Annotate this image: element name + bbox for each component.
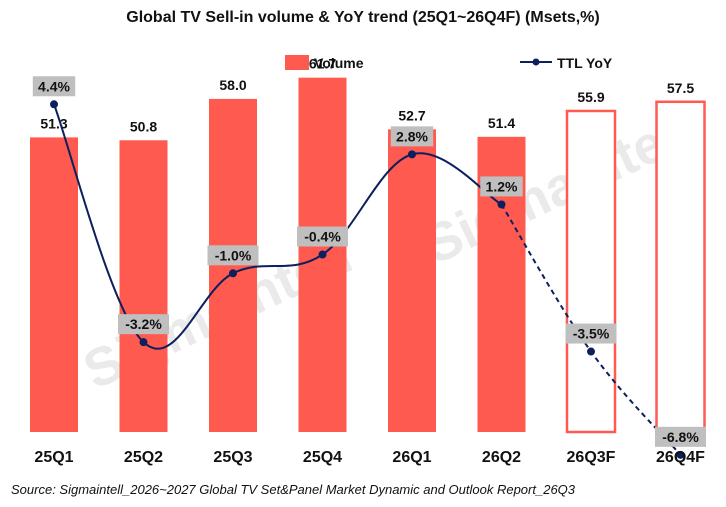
legend-label-yoy: TTL YoY: [557, 55, 613, 71]
legend-swatch-volume: [285, 55, 309, 70]
bar-value-label-26Q2: 51.4: [488, 115, 515, 131]
bar-26Q3F: [565, 109, 617, 434]
legend: Volume TTL YoY: [285, 55, 613, 71]
yoy-label-box-26Q4F: [655, 426, 706, 447]
bar-26Q4F: [655, 100, 706, 434]
yoy-point-26Q3F: [587, 347, 595, 356]
bar-value-label-26Q3F: 55.9: [577, 89, 604, 105]
category-label-25Q1: 25Q1: [34, 449, 73, 466]
yoy-point-25Q3: [229, 269, 237, 278]
yoy-point-25Q1: [50, 100, 58, 109]
category-label-26Q4F: 26Q4F: [656, 449, 705, 466]
yoy-line-layer: 4.4% -3.2% -1.0% -0.4% 2.8% 1.2% -3.5% -6.8%: [32, 76, 706, 459]
yoy-point-25Q2: [139, 338, 148, 347]
bar-value-label-25Q4: 61.7: [309, 56, 336, 72]
yoy-point-26Q4F: [676, 450, 685, 459]
bar-value-label-25Q1: 51.3: [40, 115, 67, 131]
bar-25Q2: [119, 140, 168, 432]
bar-value-label-25Q2: 50.8: [130, 118, 157, 134]
legend-label-volume: Volume: [314, 55, 364, 71]
yoy-label-25Q2: -3.2%: [125, 316, 162, 332]
chart-title: Global TV Sell-in volume & YoY trend (25…: [126, 9, 599, 26]
yoy-label-26Q3F: -3.5%: [573, 326, 610, 342]
yoy-label-26Q4F: -6.8%: [662, 429, 699, 445]
yoy-label-26Q1: 2.8%: [396, 128, 428, 144]
bar-value-label-25Q3: 58.0: [219, 77, 246, 93]
source-note: Source: Sigmaintell_2026~2027 Global TV …: [11, 482, 576, 497]
legend-marker-yoy: [532, 58, 540, 66]
yoy-label-box-25Q2: [118, 314, 169, 335]
yoy-label-box-25Q3: [207, 245, 259, 266]
category-label-26Q1: 26Q1: [392, 449, 431, 466]
category-label-25Q3: 25Q3: [213, 449, 252, 466]
yoy-label-25Q4: -0.4%: [304, 229, 341, 245]
yoy-label-25Q1: 4.4%: [38, 78, 70, 94]
bar-value-label-26Q4F: 57.5: [667, 80, 694, 96]
yoy-label-26Q2: 1.2%: [486, 178, 518, 194]
category-label-26Q2: 26Q2: [482, 449, 521, 466]
yoy-label-box-25Q1: [32, 76, 76, 97]
yoy-point-26Q2: [497, 200, 506, 209]
category-label-25Q2: 25Q2: [124, 449, 163, 466]
yoy-point-25Q4: [318, 250, 327, 259]
category-label-26Q3F: 26Q3F: [567, 449, 616, 466]
bar-value-label-26Q1: 52.7: [398, 107, 425, 123]
bar-25Q3: [209, 98, 257, 433]
yoy-label-box-26Q1: [390, 126, 434, 147]
category-labels: 25Q1 25Q2 25Q3 25Q4 26Q1 26Q2 26Q3F 26Q4F: [34, 449, 705, 466]
yoy-label-25Q3: -1.0%: [215, 247, 252, 263]
category-label-25Q4: 25Q4: [303, 449, 342, 466]
yoy-label-box-26Q3F: [565, 323, 617, 344]
yoy-point-26Q1: [408, 150, 416, 159]
bar-26Q1: [388, 129, 436, 432]
bars: 51.3 50.8 58.0 61.7 52.7 51.4 55.9 57.5: [30, 56, 706, 434]
yoy-label-box-25Q4: [297, 226, 348, 247]
yoy-label-box-26Q2: [480, 176, 523, 197]
bar-25Q1: [30, 137, 78, 433]
